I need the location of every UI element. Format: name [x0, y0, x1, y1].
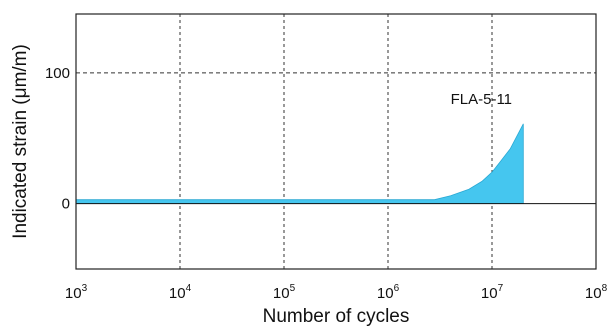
- grid: [76, 14, 596, 269]
- x-tick-label: 104: [169, 283, 192, 302]
- plot-frame: [75, 13, 597, 270]
- x-axis-title: Number of cycles: [263, 306, 410, 326]
- x-tick-label: 105: [273, 283, 296, 302]
- x-tick-label: 108: [585, 283, 608, 302]
- x-tick-label: 103: [65, 283, 88, 302]
- y-axis-title: Indicated strain (μm/m): [10, 44, 31, 239]
- y-tick-label: 100: [45, 65, 70, 82]
- y-tick-label: 0: [62, 196, 70, 213]
- tick-labels: 103 104 105 106 107 108 0 100: [45, 65, 608, 302]
- x-tick-label: 106: [377, 283, 400, 302]
- series-annotation: FLA-5-11: [451, 91, 512, 108]
- plot-background: [76, 14, 596, 269]
- x-tick-label: 107: [481, 283, 504, 302]
